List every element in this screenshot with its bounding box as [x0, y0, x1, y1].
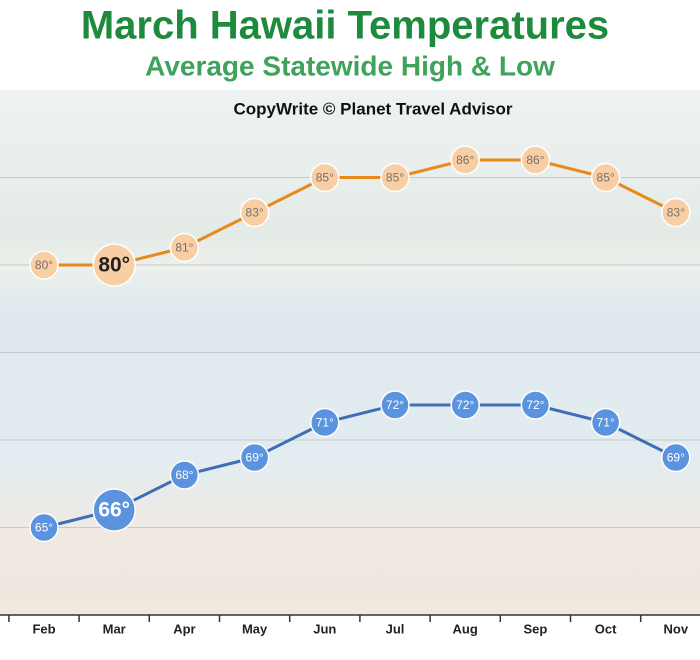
data-point	[169, 232, 200, 263]
data-label: 81°	[175, 241, 193, 255]
header-band	[0, 0, 700, 90]
x-tick-label: Sep	[523, 621, 547, 636]
x-tick-label: Aug	[453, 621, 478, 636]
data-label: 85°	[386, 171, 404, 185]
x-tick-label: Apr	[173, 621, 195, 636]
data-label: 85°	[597, 171, 615, 185]
data-label: 83°	[246, 206, 264, 220]
data-label: 66°	[98, 499, 130, 522]
chart-title: March Hawaii Temperatures	[81, 4, 609, 48]
data-label: 80°	[98, 254, 130, 277]
plot: 80° 80° 81° 83° 85° 85° 86° 86° 85° 83° 65° 66° 68° 6…	[29, 145, 691, 543]
data-point	[310, 162, 340, 193]
data-label: 80°	[35, 258, 53, 272]
data-point	[450, 390, 480, 420]
data-point	[29, 250, 59, 280]
data-point	[92, 488, 136, 532]
data-point	[92, 243, 136, 287]
data-point	[169, 460, 200, 490]
data-label: 72°	[386, 398, 404, 412]
annotation: CopyWrite © Planet Travel Advisor	[234, 99, 513, 118]
data-label: 72°	[526, 398, 544, 412]
data-label: 65°	[35, 521, 53, 535]
data-point	[310, 407, 340, 438]
series-line	[44, 158, 677, 267]
data-label: 86°	[456, 153, 474, 167]
data-point	[590, 162, 621, 193]
data-label: 86°	[526, 153, 544, 167]
data-point	[450, 145, 480, 175]
series-line	[43, 403, 677, 529]
data-label: 83°	[667, 206, 685, 220]
chart-subtitle: Average Statewide High & Low	[145, 50, 555, 81]
x-tick-label: Oct	[595, 621, 617, 636]
x-tick-label: May	[242, 621, 268, 636]
data-point	[29, 512, 59, 543]
data-point	[239, 197, 270, 228]
data-point	[520, 145, 551, 175]
x-tick-label: Nov	[664, 621, 689, 636]
data-label: 71°	[316, 416, 334, 430]
x-tick-label: Mar	[103, 621, 126, 636]
data-label: 71°	[597, 416, 615, 430]
data-point	[590, 407, 621, 438]
x-tick-label: Jun	[313, 621, 336, 636]
data-label: 68°	[175, 468, 193, 482]
data-point	[520, 390, 551, 420]
data-label: 69°	[246, 451, 264, 465]
x-tick-label: Feb	[32, 621, 55, 636]
data-label: 85°	[316, 171, 334, 185]
data-point	[380, 390, 410, 420]
data-point	[661, 442, 691, 473]
x-tick-label: Jul	[386, 621, 405, 636]
data-label: 72°	[456, 398, 474, 412]
data-point	[380, 162, 410, 193]
data-point	[661, 197, 691, 228]
data-label: 69°	[667, 451, 685, 465]
data-point	[239, 442, 270, 473]
